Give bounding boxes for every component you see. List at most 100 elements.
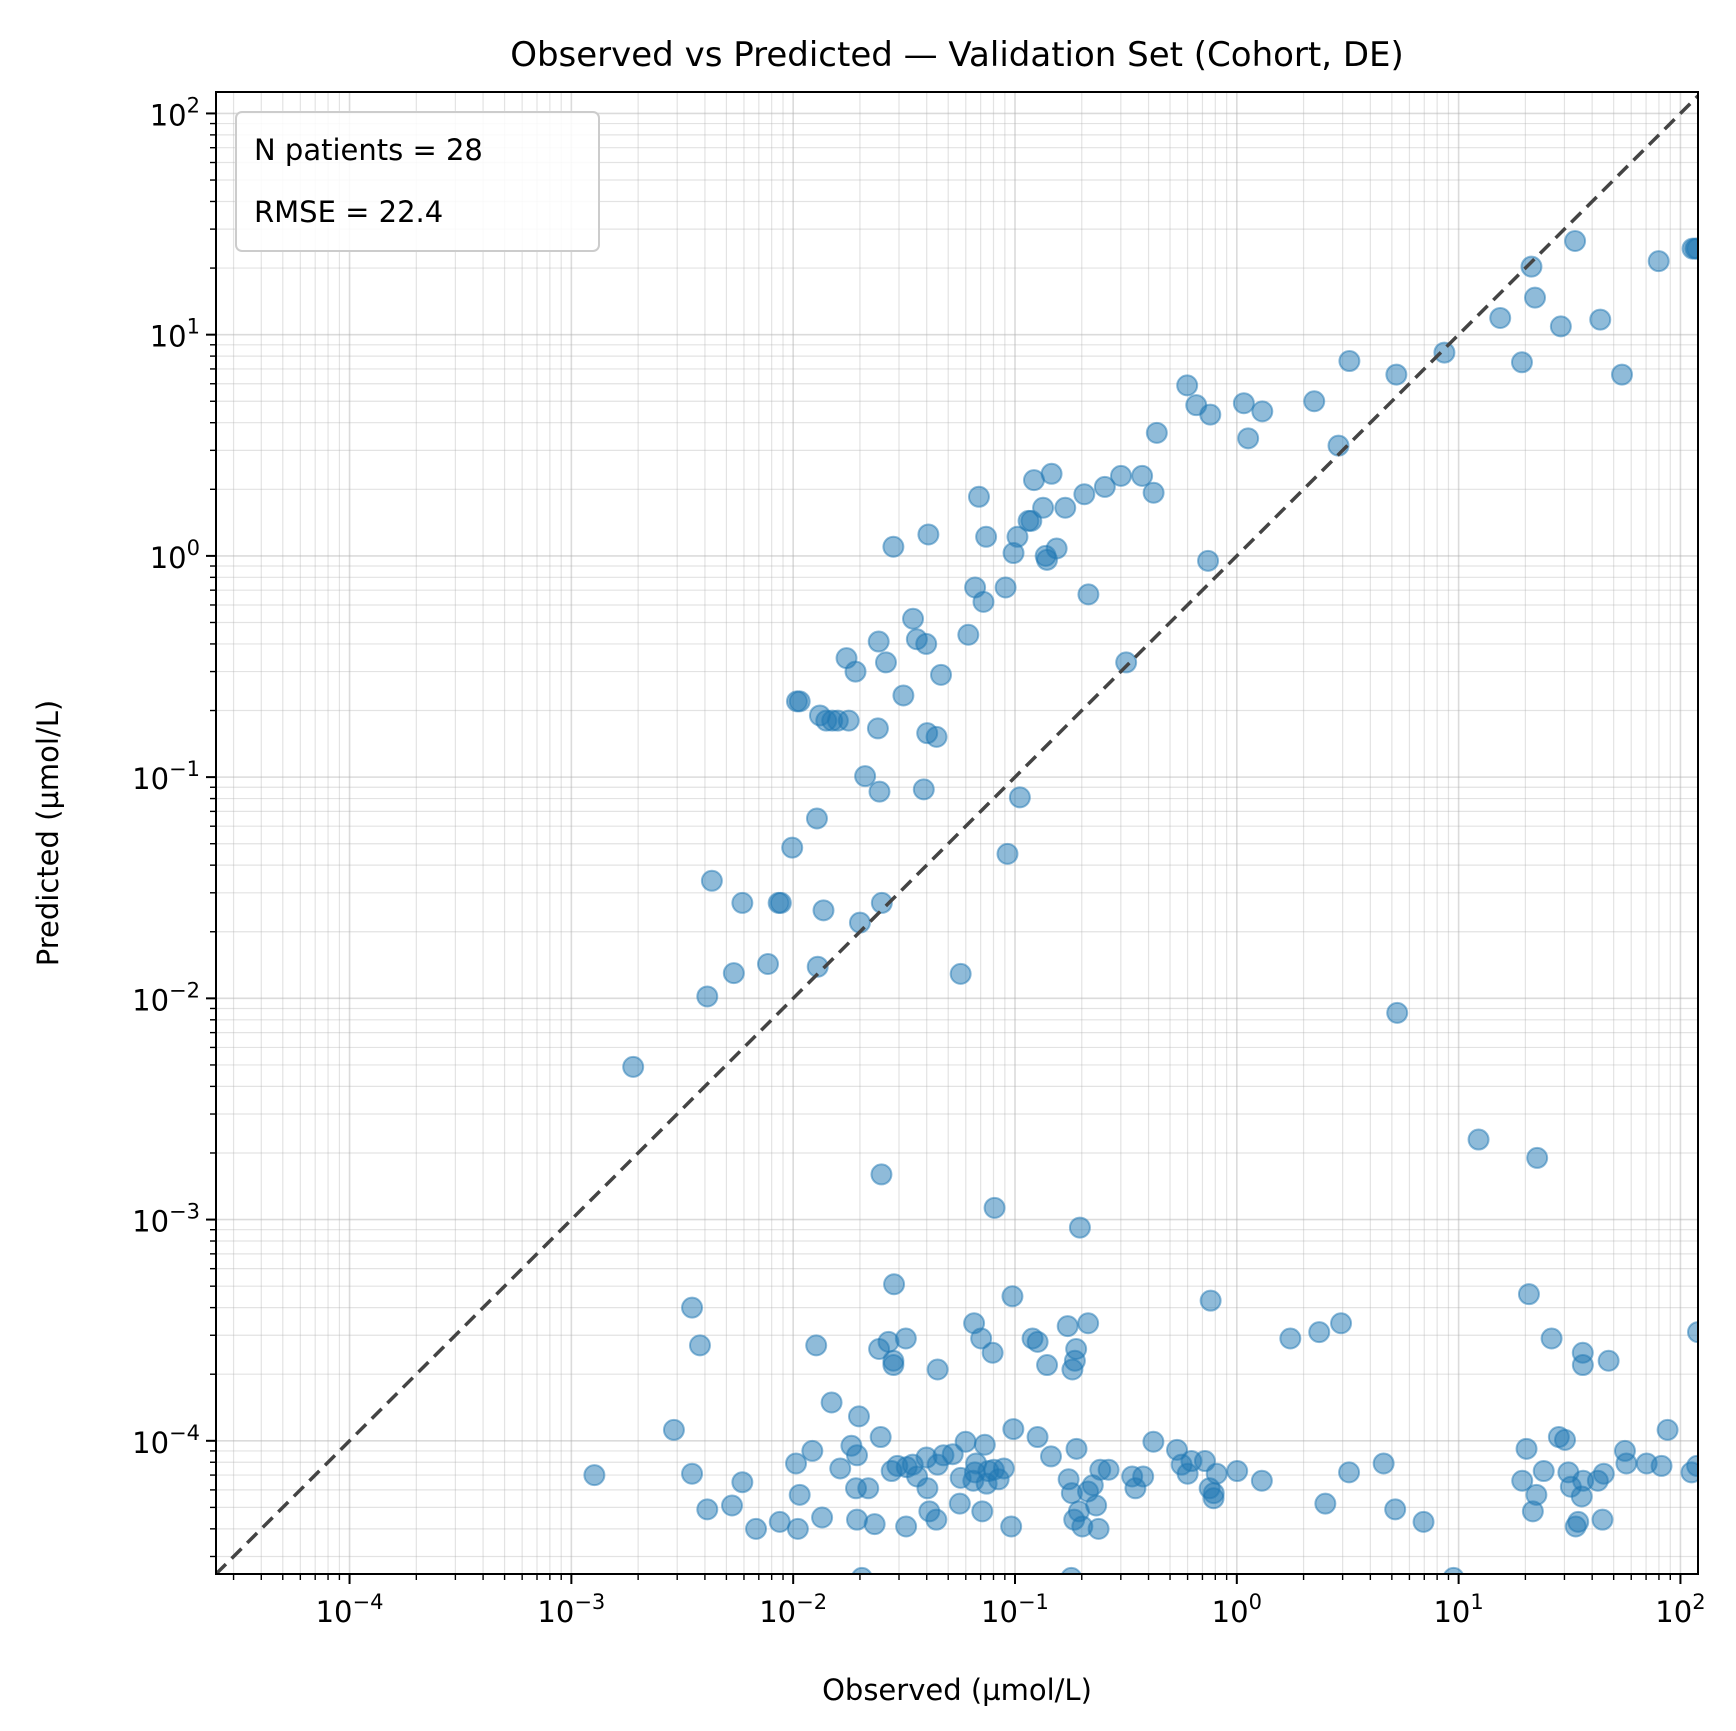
data-point (681, 1296, 704, 1319)
data-point (870, 1163, 893, 1186)
data-point (846, 1444, 869, 1467)
data-point (1467, 1128, 1490, 1151)
axis-ticks (206, 112, 1682, 1584)
data-point (892, 684, 915, 707)
data-point (1199, 1289, 1222, 1312)
data-point (696, 1498, 719, 1521)
data-point (1524, 286, 1547, 309)
data-point (1571, 1341, 1594, 1364)
data-point (868, 780, 891, 803)
y-tick-label: 10−1 (132, 757, 200, 796)
data-point (1308, 1321, 1331, 1344)
x-tick-label: 100 (1212, 1590, 1262, 1629)
data-point (1131, 464, 1154, 487)
x-axis-label: Observed (µmol/L) (822, 1673, 1092, 1707)
data-point (925, 1508, 948, 1531)
data-point (949, 962, 972, 985)
data-point (829, 1457, 852, 1480)
data-point (1330, 1312, 1353, 1335)
data-point (1540, 1327, 1563, 1350)
data-point (1132, 1465, 1155, 1488)
data-point (1591, 1508, 1614, 1531)
data-point (1205, 1462, 1228, 1485)
data-point (970, 1327, 993, 1350)
x-tick-label: 101 (1433, 1590, 1483, 1629)
data-point (1564, 230, 1587, 253)
data-point (975, 525, 998, 548)
tick-labels: 10−4 10−3 10−2 10−1 100 101 102 10−4 10−3 10−2 10−… (132, 93, 1705, 1629)
data-point (731, 891, 754, 914)
data-point (805, 807, 828, 830)
data-point (882, 535, 905, 558)
data-point (1039, 1445, 1062, 1468)
data-point (967, 485, 990, 508)
data-point (912, 778, 935, 801)
data-point (863, 1513, 886, 1536)
data-point (1250, 1469, 1273, 1492)
data-point (917, 523, 940, 546)
data-point (786, 1517, 809, 1540)
data-point (781, 836, 804, 859)
data-point (1085, 1494, 1108, 1517)
data-point (1520, 255, 1543, 278)
data-point (1054, 496, 1077, 519)
data-point (1279, 1327, 1302, 1350)
data-point (788, 690, 811, 713)
data-point (1511, 1469, 1534, 1492)
data-point (1517, 1283, 1540, 1306)
y-axis-label: Predicted (µmol/L) (31, 700, 65, 966)
data-point (801, 1439, 824, 1462)
data-points (583, 230, 1698, 1574)
data-point (785, 1452, 808, 1475)
data-point (981, 1341, 1004, 1364)
x-tick-label: 102 (1655, 1590, 1705, 1629)
data-point (1526, 1146, 1549, 1169)
data-point (700, 869, 723, 892)
y-tick-label: 101 (150, 315, 200, 354)
data-point (1008, 786, 1031, 809)
data-point (722, 962, 745, 985)
data-point (1592, 1462, 1615, 1485)
data-point (1385, 363, 1408, 386)
y-tick-label: 10−4 (132, 1421, 200, 1460)
data-point (1615, 1452, 1638, 1475)
data-point (854, 765, 877, 788)
data-point (1384, 1498, 1407, 1521)
data-point (1656, 1418, 1679, 1441)
data-point (1145, 421, 1168, 444)
data-point (1065, 1338, 1088, 1361)
data-point (1068, 1216, 1091, 1239)
data-point (847, 1405, 870, 1428)
data-point (857, 1477, 880, 1500)
data-point (1197, 549, 1220, 572)
data-point (768, 1510, 791, 1533)
data-point (721, 1494, 744, 1517)
data-point (895, 1515, 918, 1538)
data-point (1093, 475, 1116, 498)
data-point (1338, 350, 1361, 373)
data-point (1000, 1515, 1023, 1538)
data-point (874, 651, 897, 674)
data-point (812, 899, 835, 922)
data-point (1040, 462, 1063, 485)
data-point (973, 1433, 996, 1456)
data-point (745, 1517, 768, 1540)
data-point (1443, 1566, 1464, 1574)
data-point (1199, 403, 1222, 426)
data-point (1202, 1487, 1225, 1510)
data-point (1087, 1517, 1110, 1540)
data-point (1026, 1426, 1049, 1449)
data-point (957, 623, 980, 646)
y-tick-label: 10−3 (132, 1200, 200, 1239)
data-point (869, 1426, 892, 1449)
data-point (1077, 1312, 1100, 1335)
data-point (930, 663, 953, 686)
data-point (1097, 1458, 1120, 1481)
legend-annotation-n-patients: N patients = 28 (254, 133, 483, 167)
plot-frame (215, 91, 1699, 1575)
data-point (915, 632, 938, 655)
data-point (662, 1418, 685, 1441)
data-point (1251, 400, 1274, 423)
x-tick-label: 10−2 (759, 1590, 827, 1629)
